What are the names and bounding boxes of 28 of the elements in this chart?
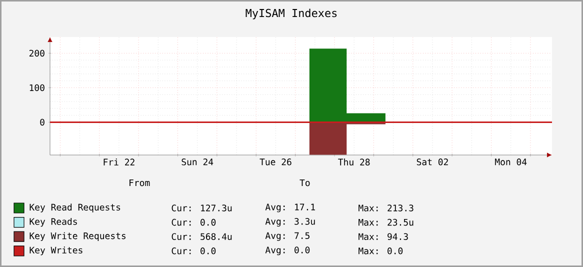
text: Max: 0.0 (358, 248, 403, 254)
text: Cur: 568.4u (172, 233, 232, 240)
text: Max: 213.3 (358, 204, 414, 212)
x-tick-label: Mon 04 (495, 158, 527, 166)
chart-title: MyISAM Indexes (246, 8, 337, 20)
text: Max: 94.3 (358, 233, 408, 240)
y-tick-label: 100 (30, 84, 44, 92)
text: Avg: 17.1 (265, 204, 315, 212)
legend-label: Key Reads (30, 218, 77, 227)
legend-label: Key Writes (30, 246, 82, 256)
x-tick-label: Tue 26 (260, 158, 292, 166)
text: Avg: 7.5 (265, 232, 310, 241)
x-tick-label: Fri 22 (104, 158, 134, 166)
y-tick-label: 0 (40, 118, 44, 126)
text: Max: 23.5u (358, 218, 414, 226)
x-tick-label: Thu 28 (338, 158, 370, 166)
legend-label: Key Read Requests (30, 204, 120, 212)
legend-label: Key Write Requests (30, 232, 126, 241)
x-tick-label: Sat 02 (416, 158, 448, 166)
x-tick-label: Sun 24 (182, 158, 214, 166)
text: To (300, 179, 310, 186)
text: Cur: 0.0 (172, 218, 216, 226)
text: Avg: 0.0 (265, 246, 310, 256)
text: Avg: 3.3u (265, 218, 315, 227)
text: Cur: 127.3u (172, 204, 232, 212)
text: From (130, 179, 150, 186)
text: Cur: 0.0 (172, 248, 216, 254)
y-tick-label: 200 (29, 50, 44, 57)
